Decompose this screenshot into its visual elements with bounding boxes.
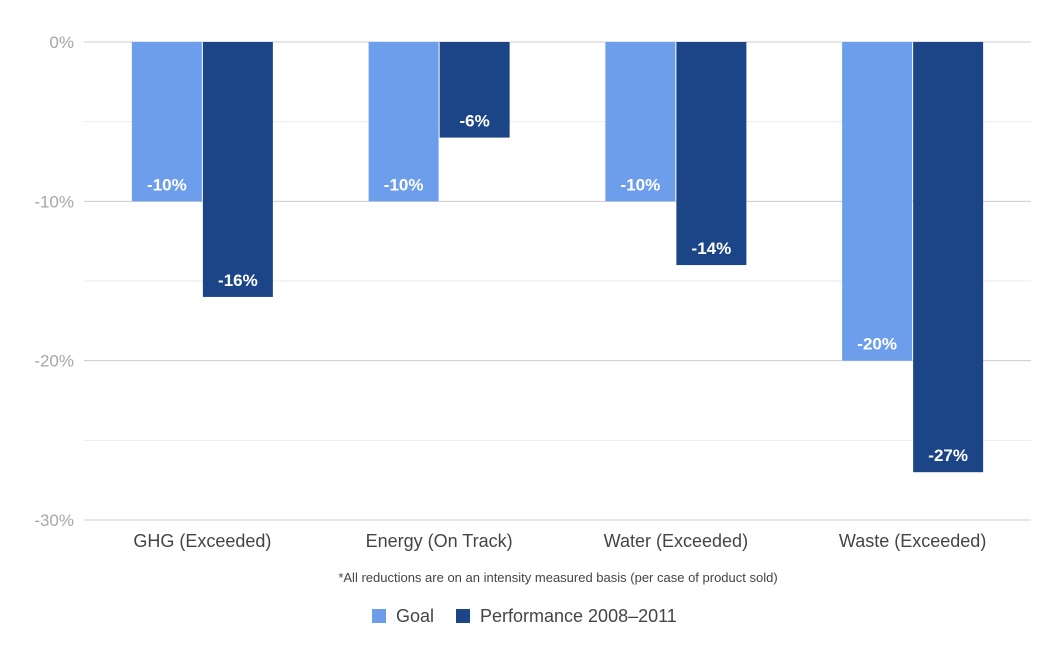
bar-performance bbox=[203, 42, 273, 297]
x-tick-label: Water (Exceeded) bbox=[604, 531, 748, 551]
y-axis-tick-labels: 0% -10% -20% -30% bbox=[34, 33, 74, 530]
bar-goal bbox=[842, 42, 912, 361]
legend: Goal Performance 2008–2011 bbox=[372, 606, 677, 626]
legend-swatch bbox=[372, 609, 386, 623]
bar-chart: 0% -10% -20% -30% -10% -16% -10% -6% -10% -14% -2… bbox=[0, 0, 1061, 658]
bar-performance bbox=[676, 42, 746, 265]
x-tick-label: Waste (Exceeded) bbox=[839, 531, 986, 551]
y-tick-label: -30% bbox=[34, 511, 74, 530]
data-label: -10% bbox=[384, 175, 424, 194]
y-tick-label: -20% bbox=[34, 352, 74, 371]
data-label: -16% bbox=[218, 271, 258, 290]
y-tick-label: 0% bbox=[49, 33, 74, 52]
footnote-annotation: *All reductions are on an intensity meas… bbox=[338, 570, 777, 585]
legend-label: Performance 2008–2011 bbox=[480, 606, 677, 626]
data-label: -14% bbox=[692, 239, 732, 258]
x-axis-tick-labels: GHG (Exceeded) Energy (On Track) Water (Ex… bbox=[133, 531, 986, 551]
legend-label: Goal bbox=[396, 606, 434, 626]
data-label: -6% bbox=[460, 112, 490, 131]
y-tick-label: -10% bbox=[34, 192, 74, 211]
bar-performance bbox=[913, 42, 983, 472]
data-label: -20% bbox=[857, 335, 897, 354]
data-label: -10% bbox=[147, 175, 187, 194]
data-label: -27% bbox=[928, 446, 968, 465]
x-tick-label: GHG (Exceeded) bbox=[133, 531, 271, 551]
bars bbox=[132, 42, 983, 472]
legend-swatch bbox=[456, 609, 470, 623]
x-tick-label: Energy (On Track) bbox=[366, 531, 513, 551]
data-label: -10% bbox=[621, 175, 661, 194]
